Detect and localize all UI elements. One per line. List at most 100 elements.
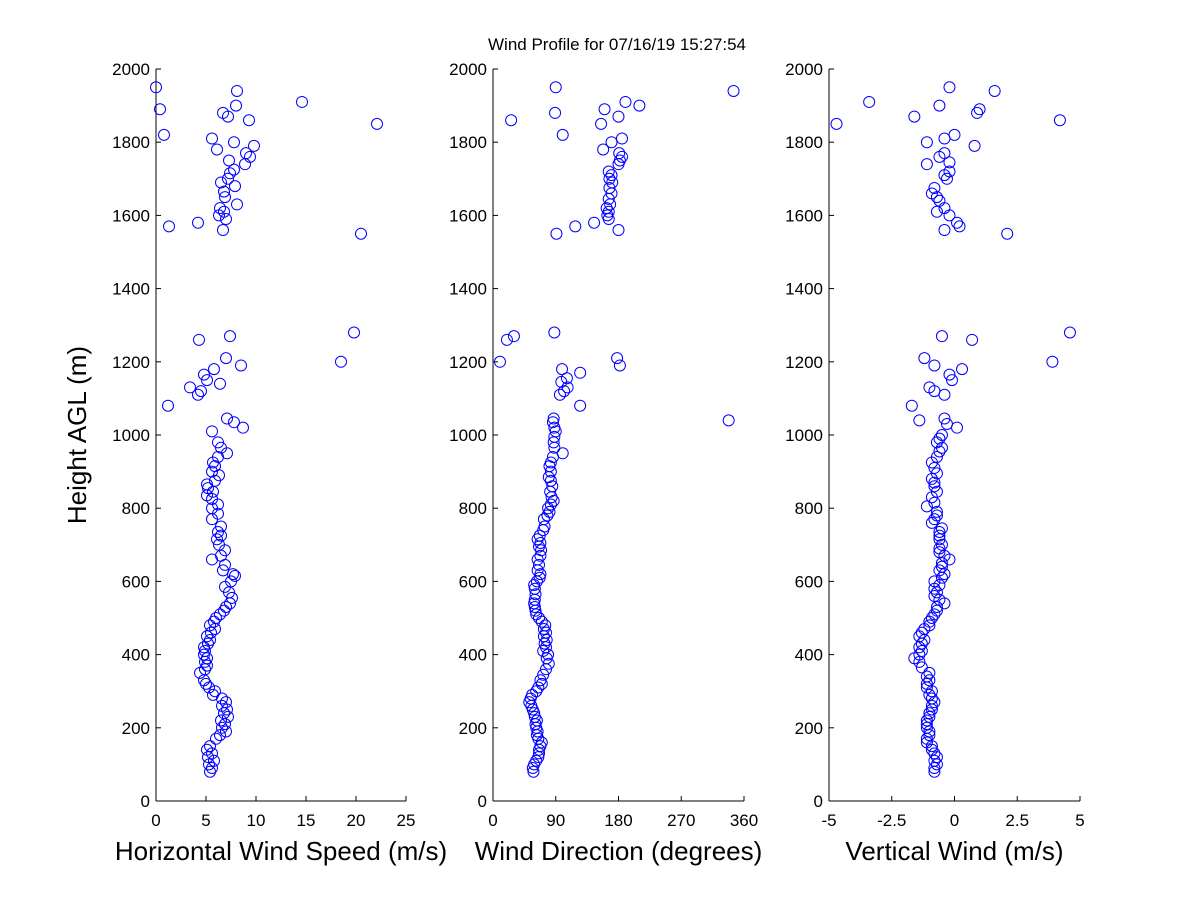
x-tick-label: 5 bbox=[1075, 811, 1084, 830]
x-tick-label: 180 bbox=[604, 811, 632, 830]
data-point bbox=[925, 516, 938, 529]
data-point bbox=[534, 674, 547, 687]
data-point bbox=[204, 740, 216, 753]
data-point bbox=[549, 81, 562, 94]
data-point bbox=[933, 564, 946, 577]
data-point bbox=[210, 612, 222, 624]
data-point bbox=[933, 445, 946, 458]
data-point bbox=[605, 169, 618, 182]
data-point bbox=[227, 568, 239, 581]
y-tick-label: 400 bbox=[122, 646, 150, 665]
data-point bbox=[235, 359, 247, 372]
panel-3: 0 200 400 600 800 1000 1200 1400 1600 1800 2000 -5 -… bbox=[785, 60, 1085, 866]
y-tick-label: 1400 bbox=[785, 280, 823, 299]
data-point bbox=[154, 103, 166, 116]
data-point bbox=[915, 661, 928, 674]
data-point bbox=[201, 652, 213, 665]
data-point bbox=[215, 529, 227, 542]
y-tick-label: 1200 bbox=[112, 353, 150, 372]
data-point bbox=[228, 416, 240, 429]
data-point bbox=[918, 352, 931, 365]
data-point bbox=[209, 685, 221, 698]
data-point bbox=[938, 412, 951, 425]
data-point bbox=[930, 485, 943, 498]
data-point bbox=[217, 106, 229, 119]
y-tick-label: 2000 bbox=[785, 60, 823, 79]
data-point bbox=[532, 681, 545, 694]
x-tick-label: 270 bbox=[667, 811, 695, 830]
data-point bbox=[214, 608, 226, 621]
data-point bbox=[928, 359, 941, 372]
data-point bbox=[215, 176, 227, 189]
x-tick-label: 25 bbox=[397, 811, 416, 830]
data-point bbox=[560, 372, 573, 385]
data-point bbox=[355, 227, 367, 240]
y-tick-label: 800 bbox=[459, 499, 487, 518]
data-point bbox=[213, 538, 225, 551]
data-point bbox=[605, 136, 618, 149]
data-point bbox=[611, 352, 624, 365]
data-point bbox=[933, 529, 946, 542]
data-point bbox=[928, 513, 941, 526]
data-point bbox=[550, 227, 563, 240]
y-tick-label: 200 bbox=[459, 719, 487, 738]
data-point bbox=[229, 569, 241, 582]
data-point bbox=[920, 736, 933, 749]
data-point bbox=[915, 626, 928, 639]
data-point bbox=[908, 110, 921, 123]
y-tick-label: 400 bbox=[795, 646, 823, 665]
data-point bbox=[198, 368, 210, 381]
data-point bbox=[615, 132, 628, 145]
y-tick-label: 200 bbox=[795, 719, 823, 738]
data-point bbox=[943, 81, 956, 94]
y-tick-label: 1800 bbox=[785, 133, 823, 152]
data-point bbox=[569, 220, 582, 233]
data-point bbox=[244, 150, 256, 163]
data-point bbox=[935, 538, 948, 551]
data-point bbox=[158, 128, 170, 141]
data-point bbox=[933, 150, 946, 163]
data-point bbox=[549, 106, 562, 119]
panel-2: 0 200 400 600 800 1000 1200 1400 1600 1800 2000 0 90… bbox=[449, 60, 762, 866]
data-point bbox=[863, 95, 876, 108]
data-point bbox=[215, 714, 227, 727]
data-point bbox=[915, 637, 928, 650]
data-point bbox=[528, 597, 541, 610]
x-axis-label: Horizontal Wind Speed (m/s) bbox=[115, 836, 447, 866]
data-point bbox=[206, 762, 218, 775]
data-point bbox=[217, 564, 229, 577]
data-point bbox=[195, 385, 207, 398]
y-tick-label: 1200 bbox=[449, 353, 487, 372]
data-point bbox=[206, 425, 218, 438]
data-point bbox=[600, 202, 613, 215]
y-tick-label: 1000 bbox=[112, 426, 150, 445]
data-point bbox=[923, 710, 936, 723]
data-point bbox=[920, 677, 933, 690]
x-tick-label: 5 bbox=[201, 811, 210, 830]
data-point bbox=[528, 582, 541, 595]
data-point bbox=[526, 688, 539, 701]
data-point bbox=[968, 139, 981, 152]
data-point bbox=[971, 106, 984, 119]
y-tick-label: 1000 bbox=[785, 426, 823, 445]
y-tick-label: 1800 bbox=[449, 133, 487, 152]
x-tick-label: 360 bbox=[730, 811, 758, 830]
data-point bbox=[953, 220, 966, 233]
data-point bbox=[619, 95, 632, 108]
data-point bbox=[201, 743, 213, 756]
data-point bbox=[905, 399, 918, 412]
data-point bbox=[956, 363, 969, 376]
data-point bbox=[216, 699, 228, 712]
y-tick-label: 2000 bbox=[449, 60, 487, 79]
data-point bbox=[533, 558, 546, 571]
data-point bbox=[150, 81, 162, 94]
y-tick-label: 800 bbox=[795, 499, 823, 518]
data-point bbox=[595, 117, 608, 130]
data-point bbox=[211, 143, 223, 156]
data-point bbox=[527, 765, 540, 778]
data-point bbox=[212, 436, 224, 449]
data-point bbox=[930, 604, 943, 617]
data-point bbox=[216, 721, 228, 734]
data-point bbox=[184, 381, 196, 394]
